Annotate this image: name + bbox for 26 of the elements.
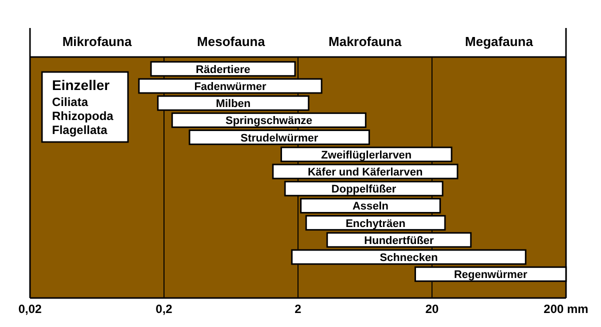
y-tick-label: Strudelwürmer (240, 132, 319, 144)
band-label: Mesofauna (197, 34, 266, 49)
annotation: Einzeller (52, 77, 110, 93)
y-tick-label: Rädertiere (196, 64, 250, 76)
y-tick-label: Zweiflüglerlarven (321, 149, 412, 162)
y-tick-label: Regenwürmer (454, 269, 528, 282)
annotation: Ciliata (52, 95, 88, 109)
y-tick-label: Käfer und Käferlarven (308, 166, 423, 178)
annotation: Rhizopoda (52, 109, 114, 123)
x-tick-label: 0,2 (156, 302, 173, 316)
band-label: Makrofauna (328, 34, 402, 49)
y-tick-label: Asseln (352, 200, 389, 213)
annotation: Flagellata (52, 123, 108, 137)
y-tick-label: Springschwänze (226, 115, 312, 128)
y-tick-label: Doppelfüßer (331, 184, 397, 196)
y-tick-label: Schnecken (380, 252, 438, 264)
band-label: Mikrofauna (62, 34, 132, 49)
y-tick-label: Milben (216, 98, 251, 110)
x-tick-label: 200 mm (544, 302, 588, 316)
y-tick-label: Hundertfüßer (364, 234, 435, 247)
x-tick-label: 2 (294, 302, 302, 316)
x-tick-label: 0,02 (18, 302, 42, 316)
band-label: Megafauna (465, 34, 534, 49)
x-tick-label: 20 (425, 302, 439, 316)
y-tick-label: Enchyträen (346, 218, 406, 230)
y-tick-label: Fadenwürmer (194, 80, 268, 93)
